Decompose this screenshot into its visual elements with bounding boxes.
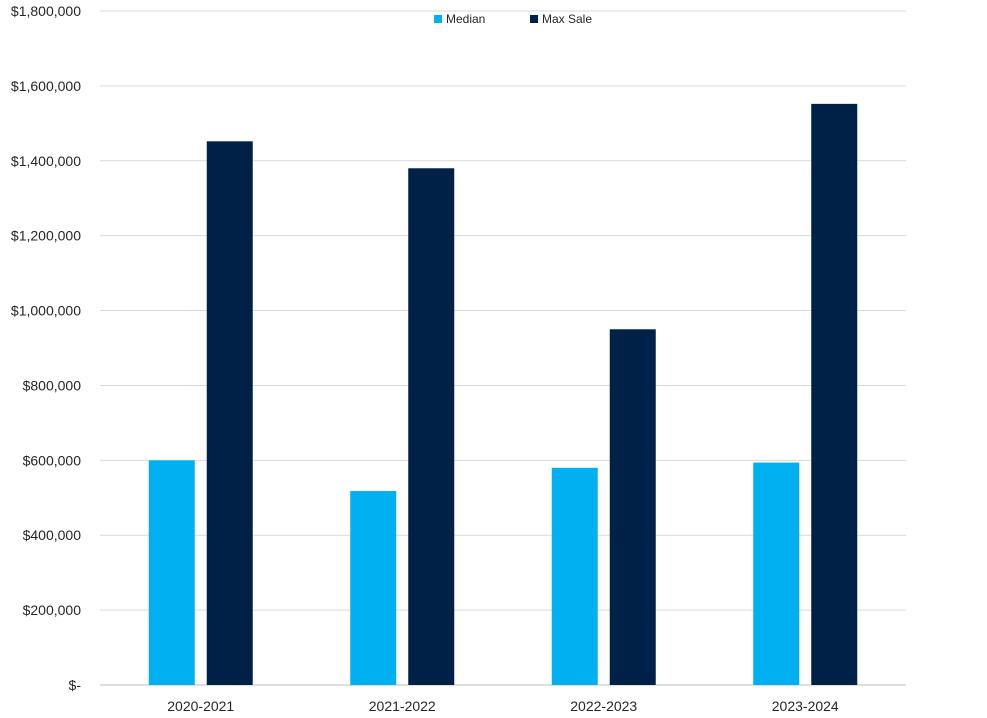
y-tick-label: $800,000 (23, 377, 82, 393)
y-tick-label: $1,200,000 (11, 228, 81, 244)
bar-max-sale (609, 329, 656, 685)
legend-label: Median (446, 12, 485, 26)
bar-median (551, 467, 598, 685)
y-tick-label: $1,800,000 (11, 3, 81, 19)
y-tick-label: $- (69, 677, 82, 693)
legend-label: Max Sale (542, 12, 592, 26)
axes: $- $200,000 $400,000 $600,000 $800,000 $1,000… (11, 3, 839, 714)
bar-median (148, 460, 195, 685)
x-tick-label: 2023-2024 (772, 698, 839, 714)
bar-median (753, 462, 800, 685)
x-tick-label: 2020-2021 (167, 698, 234, 714)
y-tick-label: $1,600,000 (11, 78, 81, 94)
legend-swatch (434, 15, 442, 23)
bars (148, 103, 858, 686)
y-tick-label: $600,000 (23, 452, 82, 468)
bar-max-sale (811, 103, 858, 685)
legend-swatch (530, 15, 538, 23)
y-tick-label: $400,000 (23, 527, 82, 543)
x-tick-label: 2021-2022 (369, 698, 436, 714)
bar-median (350, 491, 397, 685)
x-tick-label: 2022-2023 (570, 698, 637, 714)
y-tick-label: $1,000,000 (11, 303, 81, 319)
bar-max-sale (408, 168, 455, 685)
legend: Median Max Sale (434, 12, 592, 26)
y-tick-label: $1,400,000 (11, 153, 81, 169)
y-tick-label: $200,000 (23, 602, 82, 618)
bar-max-sale (206, 141, 253, 686)
